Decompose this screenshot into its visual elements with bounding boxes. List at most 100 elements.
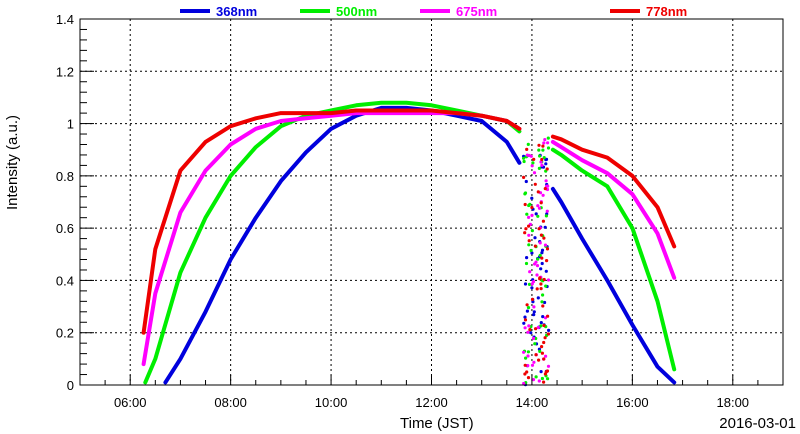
scatter-dot-368nm: [525, 256, 529, 260]
scatter-dot-500nm: [541, 293, 545, 297]
scatter-dot-675nm: [522, 350, 526, 354]
scatter-dot-778nm: [543, 336, 547, 340]
legend-label-675nm: 675nm: [456, 4, 497, 19]
scatter-dot-675nm: [544, 179, 548, 183]
scatter-noise-layer: [522, 136, 551, 387]
scatter-dot-368nm: [522, 321, 526, 325]
scatter-dot-368nm: [540, 261, 544, 266]
scatter-dot-675nm: [541, 193, 545, 197]
date-label: 2016-03-01: [719, 415, 796, 432]
scatter-dot-368nm: [544, 269, 548, 273]
scatter-dot-500nm: [527, 243, 531, 247]
axis-ticks: [79, 18, 784, 386]
scatter-dot-500nm: [523, 191, 528, 195]
scatter-dot-368nm: [534, 212, 538, 216]
scatter-dot-778nm: [532, 157, 536, 161]
scatter-dot-778nm: [538, 277, 542, 281]
scatter-dot-368nm: [541, 315, 545, 319]
scatter-dot-675nm: [532, 305, 536, 309]
scatter-dot-500nm: [540, 300, 544, 304]
scatter-dot-675nm: [533, 262, 537, 266]
y-tick-label: 1: [67, 117, 74, 132]
scatter-dot-500nm: [544, 284, 548, 288]
scatter-dot-368nm: [547, 328, 551, 332]
x-tick-label: 10:00: [315, 395, 348, 410]
scatter-dot-500nm: [527, 282, 532, 286]
y-tick-label: 0.6: [56, 221, 74, 236]
scatter-dot-368nm: [544, 162, 548, 166]
scatter-dot-368nm: [539, 321, 543, 325]
scatter-dot-778nm: [523, 231, 527, 235]
scatter-dot-778nm: [542, 277, 546, 282]
scatter-dot-675nm: [546, 141, 550, 145]
scatter-dot-675nm: [531, 336, 536, 340]
scatter-dot-778nm: [543, 187, 547, 191]
y-tick-label: 0.2: [56, 326, 74, 341]
scatter-dot-778nm: [523, 363, 527, 367]
scatter-dot-500nm: [531, 161, 535, 165]
scatter-dot-778nm: [533, 244, 538, 248]
scatter-dot-778nm: [527, 239, 531, 243]
scatter-dot-778nm: [536, 190, 540, 194]
x-tick-label: 14:00: [516, 395, 549, 410]
scatter-dot-675nm: [543, 138, 547, 142]
scatter-dot-675nm: [540, 163, 544, 167]
scatter-dot-778nm: [541, 219, 546, 223]
scatter-dot-368nm: [529, 331, 533, 335]
x-tick-label: 16:00: [616, 395, 649, 410]
scatter-dot-675nm: [546, 278, 551, 282]
scatter-dot-500nm: [546, 136, 550, 140]
scatter-dot-368nm: [543, 300, 547, 305]
scatter-dot-778nm: [545, 259, 549, 263]
scatter-dot-778nm: [537, 143, 541, 147]
y-tick-label: 1.2: [56, 64, 74, 79]
scatter-dot-778nm: [522, 175, 526, 179]
scatter-dot-500nm: [527, 203, 531, 208]
scatter-dot-368nm: [539, 267, 543, 271]
scatter-dot-368nm: [539, 370, 543, 374]
scatter-dot-368nm: [540, 251, 544, 255]
scatter-dot-778nm: [542, 380, 546, 384]
scatter-dot-500nm: [530, 229, 535, 233]
scatter-dot-500nm: [537, 148, 541, 152]
legend-label-500nm: 500nm: [336, 4, 377, 19]
scatter-dot-778nm: [528, 328, 532, 332]
legend: 368nm 500nm 675nm 778nm: [180, 4, 687, 19]
scatter-dot-675nm: [538, 241, 542, 245]
scatter-dot-675nm: [530, 282, 534, 286]
scatter-dot-778nm: [525, 147, 529, 151]
scatter-dot-500nm: [540, 376, 545, 381]
scatter-dot-778nm: [527, 224, 531, 228]
series-line-500nm: [550, 147, 677, 372]
scatter-dot-675nm: [522, 381, 526, 386]
y-axis-title: Intensity (a.u.): [4, 115, 21, 210]
scatter-dot-675nm: [528, 270, 532, 274]
scatter-dot-368nm: [524, 179, 528, 184]
scatter-dot-675nm: [537, 206, 542, 210]
series-line-778nm: [550, 134, 677, 249]
scatter-dot-675nm: [531, 378, 536, 382]
scatter-dot-778nm: [526, 376, 531, 380]
scatter-dot-500nm: [534, 375, 538, 379]
scatter-dot-368nm: [532, 313, 536, 317]
scatter-dot-500nm: [533, 342, 537, 346]
scatter-dot-675nm: [544, 354, 548, 358]
scatter-dot-778nm: [539, 201, 543, 205]
scatter-dot-675nm: [527, 324, 531, 328]
scatter-dot-675nm: [526, 330, 530, 334]
scatter-dot-778nm: [530, 297, 535, 301]
scatter-dot-500nm: [522, 156, 526, 160]
scatter-dot-368nm: [540, 248, 545, 252]
x-axis-title: Time (JST): [400, 415, 474, 432]
scatter-dot-778nm: [534, 327, 538, 331]
scatter-dot-675nm: [532, 171, 537, 175]
scatter-dot-500nm: [538, 154, 542, 158]
x-tick-label: 06:00: [114, 395, 147, 410]
scatter-dot-675nm: [537, 379, 541, 383]
scatter-dot-778nm: [530, 205, 534, 210]
scatter-dot-778nm: [533, 182, 537, 186]
scatter-dot-778nm: [537, 227, 541, 231]
series-line-368nm: [550, 186, 677, 385]
scatter-dot-368nm: [530, 251, 534, 255]
